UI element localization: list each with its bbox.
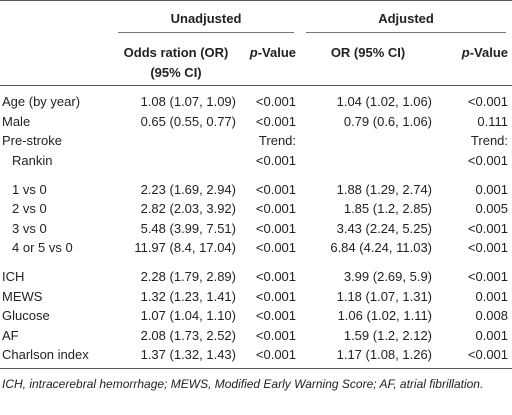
table-row: 3 vs 0 5.48 (3.99, 7.51) <0.001 3.43 (2.24,… (0, 219, 512, 239)
footnote: ICH, intracerebral hemorrhage; MEWS, Mod… (2, 376, 484, 391)
cell: 6.84 (4.24, 11.03) (330, 240, 433, 256)
table-row: Age (by year) 1.08 (1.07, 1.09) <0.001 1.04… (0, 86, 512, 112)
cell: <0.001 (255, 201, 297, 217)
table-row: Charlson index 1.37 (1.32, 1.43) <0.001 1.1… (0, 345, 512, 369)
cell: <0.001 (255, 94, 297, 110)
table-row: Glucose 1.07 (1.04, 1.10) <0.001 1.06 (1.02… (0, 306, 512, 326)
cell: <0.001 (255, 288, 297, 304)
column-header: OR (95% CI) (300, 37, 437, 86)
cell: 0.008 (475, 308, 509, 324)
column-header: p-Value (436, 37, 512, 86)
table-row: Rankin <0.001 <0.001 (0, 151, 512, 171)
cell: 11.97 (8.4, 17.04) (134, 240, 236, 256)
cell: 2.82 (2.03, 3.92) (140, 201, 236, 217)
cell: <0.001 (255, 220, 297, 236)
results-table: Unadjusted Adjusted Odds ration (OR) (95… (0, 0, 512, 369)
cell: <0.001 (467, 240, 509, 256)
group-label: Unadjusted (118, 11, 295, 33)
corner (0, 37, 112, 86)
cell: 0.001 (475, 288, 509, 304)
cell: 1.88 (1.29, 2.74) (336, 181, 433, 197)
cell: 1.17 (1.08, 1.26) (300, 345, 437, 369)
cell: 3.43 (2.24, 5.25) (336, 220, 433, 236)
cell: 1.18 (1.07, 1.31) (336, 288, 433, 304)
cell: 1.59 (1.2, 2.12) (343, 327, 433, 343)
row-label: Rankin (12, 153, 53, 169)
cell (300, 151, 436, 171)
cell: 5.48 (3.99, 7.51) (140, 220, 236, 236)
cell: <0.001 (467, 153, 509, 169)
row-label: 2 vs 0 (12, 201, 47, 217)
cell: <0.001 (240, 345, 301, 369)
cell: <0.001 (467, 220, 509, 236)
group-label: Adjusted (306, 11, 507, 33)
row-label: Male (2, 113, 31, 129)
cell: 3.99 (2.69, 5.9) (343, 269, 433, 285)
column-header: p-Value (240, 37, 301, 86)
cell: <0.001 (255, 181, 297, 197)
cell: 1.85 (1.2, 2.85) (343, 201, 433, 217)
cell: <0.001 (467, 269, 509, 285)
row-label: 3 vs 0 (12, 220, 47, 236)
table-row: Pre-stroke Trend: Trend: (0, 131, 512, 151)
row-label: Age (by year) (2, 94, 81, 110)
cell: <0.001 (255, 153, 297, 169)
row-label: AF (2, 327, 19, 343)
cell: 0.65 (0.55, 0.77) (140, 113, 236, 129)
cell: 0.111 (477, 113, 509, 129)
cell: 0.79 (0.6, 1.06) (343, 113, 433, 129)
cell: 1.07 (1.04, 1.10) (140, 308, 236, 324)
cell: <0.001 (255, 308, 297, 324)
table-row: 1 vs 0 2.23 (1.69, 2.94) <0.001 1.88 (1.29,… (0, 170, 512, 199)
table-row: 4 or 5 vs 0 11.97 (8.4, 17.04) <0.001 6.84 … (0, 238, 512, 258)
cell: 1.06 (1.02, 1.11) (337, 308, 433, 324)
cell: Trend: (470, 133, 509, 149)
table-body: Age (by year) 1.08 (1.07, 1.09) <0.001 1.04… (0, 86, 512, 369)
cell (112, 151, 240, 171)
row-label: 4 or 5 vs 0 (12, 240, 73, 256)
row-label: MEWS (2, 288, 43, 304)
row-label: Charlson index (0, 345, 112, 369)
table-row: 2 vs 0 2.82 (2.03, 3.92) <0.001 1.85 (1.2, … (0, 199, 512, 219)
cell: 1.04 (1.02, 1.06) (336, 94, 433, 110)
row-label: Pre-stroke (2, 133, 62, 149)
table-row: MEWS 1.32 (1.23, 1.41) <0.001 1.18 (1.07, 1… (0, 286, 512, 306)
row-label: 1 vs 0 (12, 181, 47, 197)
column-header: Odds ration (OR) (95% CI) (112, 37, 240, 86)
cell: <0.001 (436, 345, 512, 369)
cell: 2.23 (1.69, 2.94) (140, 181, 236, 197)
table-row: AF 2.08 (1.73, 2.52) <0.001 1.59 (1.2, 2.12… (0, 326, 512, 346)
cell: <0.001 (255, 327, 297, 343)
cell: 1.08 (1.07, 1.09) (140, 94, 236, 110)
cell: <0.001 (467, 94, 509, 110)
cell: 0.001 (475, 327, 509, 343)
corner (0, 1, 112, 38)
cell (300, 131, 436, 151)
table-row: ICH 2.28 (1.79, 2.89) <0.001 3.99 (2.69, 5.… (0, 258, 512, 287)
cell: Trend: (258, 133, 297, 149)
row-label: ICH (2, 269, 25, 285)
cell: <0.001 (255, 113, 297, 129)
cell: 2.08 (1.73, 2.52) (140, 327, 236, 343)
cell: <0.001 (255, 240, 297, 256)
cell: 1.32 (1.23, 1.41) (140, 288, 236, 304)
cell (112, 131, 240, 151)
group-header: Unadjusted (112, 1, 300, 38)
cell: <0.001 (255, 269, 297, 285)
cell: 0.005 (475, 201, 509, 217)
cell: 2.28 (1.79, 2.89) (140, 269, 236, 285)
row-label: Glucose (2, 308, 50, 324)
cell: 0.001 (475, 181, 509, 197)
cell: 1.37 (1.32, 1.43) (112, 345, 240, 369)
group-header: Adjusted (300, 1, 512, 38)
table-row: Male 0.65 (0.55, 0.77) <0.001 0.79 (0.6, 1.… (0, 112, 512, 132)
